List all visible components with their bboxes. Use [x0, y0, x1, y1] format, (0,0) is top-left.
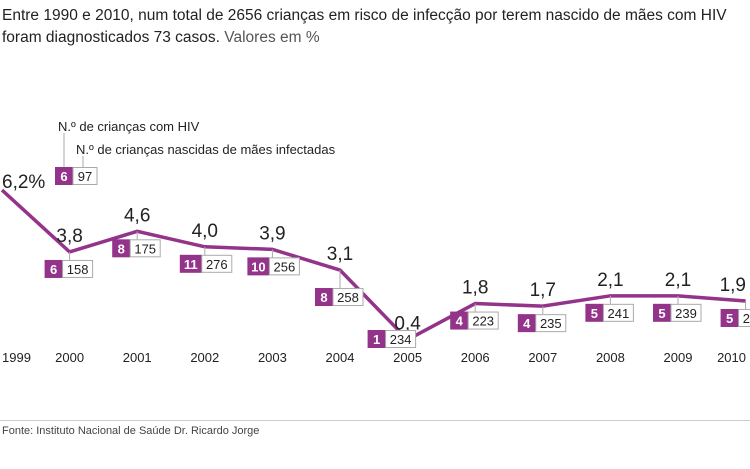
x-tick-label: 2006 [461, 350, 490, 365]
hiv-count-box [720, 308, 739, 327]
value-label: 2,1 [597, 270, 623, 291]
line-chart: 1999 2000 2001 2002 2003 2004 2005 2006 2007 2008… [0, 119, 750, 365]
born-count: 235 [540, 316, 562, 331]
born-count: 241 [608, 306, 630, 321]
value-label: 4,0 [192, 221, 218, 242]
value-label: 3,8 [56, 226, 82, 247]
legend-hiv: N.º de crianças com HIV [58, 119, 200, 134]
x-tick-label: 2001 [123, 350, 152, 365]
hiv-count: 10 [251, 259, 265, 274]
x-tick-label: 2007 [528, 350, 557, 365]
value-label: 2,1 [665, 270, 691, 291]
hiv-count-box [55, 167, 73, 185]
born-count-box [268, 257, 300, 276]
chart-title: Entre 1990 e 2010, num total de 2656 cri… [2, 5, 747, 49]
hiv-count-box [517, 314, 536, 333]
value-label: 3,9 [259, 223, 285, 244]
born-count: 158 [67, 262, 89, 277]
born-count: 223 [472, 314, 494, 329]
born-count: 97 [78, 169, 92, 184]
x-tick-label: 1999 [2, 350, 31, 365]
born-count-box [385, 330, 417, 348]
hiv-count-box [450, 311, 469, 330]
value-label: 1,9 [720, 275, 746, 296]
born-count-box [332, 288, 364, 307]
born-count: 276 [206, 257, 228, 272]
born-count-box [467, 311, 499, 330]
source-note: Fonte: Instituto Nacional de Saúde Dr. R… [2, 425, 260, 437]
born-count: 258 [337, 290, 359, 305]
born-count: 234 [390, 332, 412, 347]
hiv-count-box [653, 303, 671, 322]
hiv-count: 1 [373, 332, 380, 347]
x-tick-label: 2009 [664, 350, 693, 365]
hiv-count-box [179, 254, 202, 273]
hiv-count: 11 [184, 257, 198, 272]
born-count-box [201, 254, 233, 273]
hiv-count: 8 [320, 290, 327, 305]
value-label: 0,4 [394, 314, 421, 335]
born-count: 239 [675, 306, 697, 321]
hiv-count-box [315, 288, 333, 307]
hiv-count: 8 [118, 241, 125, 256]
hiv-count-box [247, 257, 270, 276]
x-tick-label: 2004 [326, 350, 355, 365]
value-label: 3,1 [327, 244, 353, 265]
born-count-box [129, 239, 161, 258]
born-count: 175 [134, 241, 156, 256]
x-tick-label: 2010 [717, 350, 746, 365]
legend-born: N.º de crianças nascidas de mães infecta… [76, 142, 336, 157]
hiv-count: 5 [658, 306, 665, 321]
data-line [0, 188, 746, 342]
hiv-count-box [367, 330, 386, 348]
hiv-count: 6 [60, 169, 67, 184]
born-count: 264 [743, 311, 750, 326]
born-count-box [602, 303, 634, 322]
hiv-count: 6 [50, 262, 57, 277]
born-count-box [62, 259, 94, 278]
x-tick-label: 2005 [393, 350, 422, 365]
value-label: 1,8 [462, 278, 488, 299]
x-tick-label: 2008 [596, 350, 625, 365]
hiv-count: 5 [591, 306, 598, 321]
hiv-count: 4 [456, 314, 464, 329]
born-count-box [738, 308, 750, 327]
born-count-box [535, 314, 567, 333]
born-count-box [670, 303, 702, 322]
hiv-count-box [44, 259, 63, 278]
x-tick-label: 2000 [55, 350, 84, 365]
value-label: 6,2% [2, 172, 45, 193]
value-label: 1,7 [530, 280, 556, 301]
unit-note: Valores em % [224, 29, 320, 46]
hiv-count: 5 [726, 311, 733, 326]
title-text: Entre 1990 e 2010, num total de 2656 cri… [2, 7, 727, 46]
born-count-box [72, 167, 98, 185]
x-tick-label: 2002 [190, 350, 219, 365]
hiv-count-box [112, 239, 131, 258]
value-label: 4,6 [124, 205, 150, 226]
hiv-count-box [585, 303, 604, 322]
divider [0, 420, 750, 421]
hiv-count: 4 [523, 316, 531, 331]
x-tick-label: 2003 [258, 350, 287, 365]
born-count: 256 [274, 259, 296, 274]
